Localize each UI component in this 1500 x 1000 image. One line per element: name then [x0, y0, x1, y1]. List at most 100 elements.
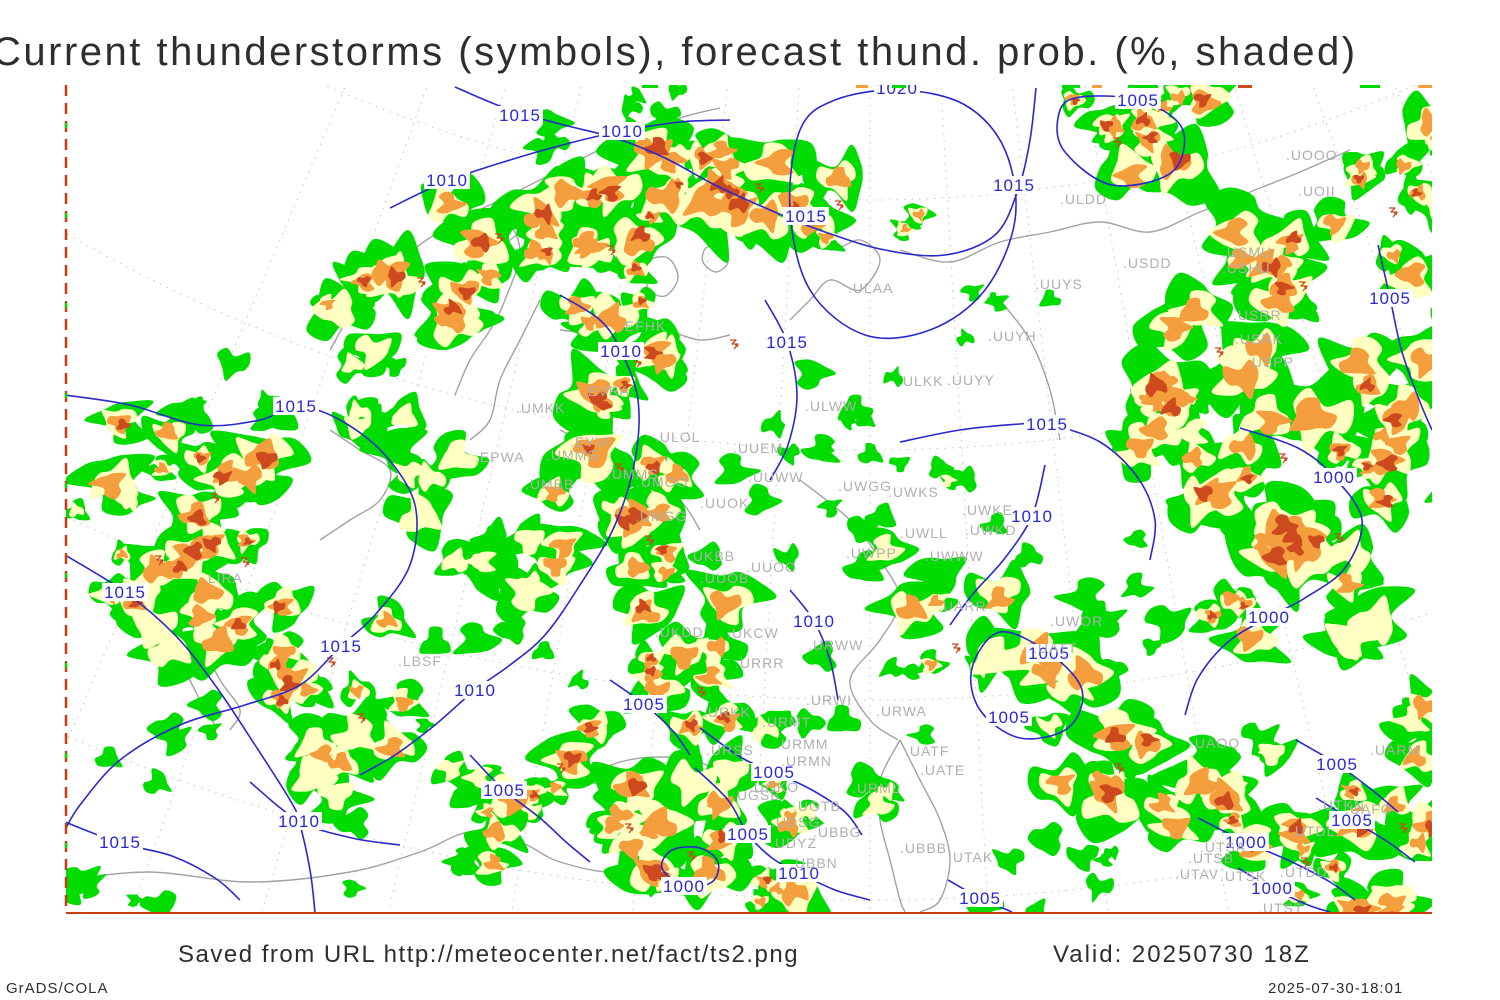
- station-label: .UMBB: [525, 476, 574, 492]
- station-label: .UUYS: [1035, 276, 1083, 292]
- station-label: .USRR: [1233, 307, 1282, 323]
- isobar-label: 1015: [766, 333, 808, 352]
- station-label: .UMMS: [607, 466, 659, 482]
- station-label: .URWI: [806, 692, 852, 708]
- isobar-label: 1010: [278, 812, 320, 831]
- map-frame: [64, 85, 1432, 914]
- grads-cola-credit: GrADS/COLA: [6, 980, 109, 997]
- station-label: .UATE: [920, 762, 965, 778]
- isobar-label: 1005: [1117, 91, 1159, 110]
- isobar-label: 1005: [1369, 289, 1411, 308]
- station-label: .UWLL: [900, 525, 948, 541]
- station-label: .UUYH: [988, 328, 1037, 344]
- station-label: .UGKO: [749, 779, 799, 795]
- station-label: .EVRA: [583, 383, 630, 399]
- isobar-label: 1000: [1248, 608, 1290, 627]
- isobar-label: 1010: [426, 171, 468, 190]
- isobar-label: 1015: [275, 397, 317, 416]
- station-label: .UWGG: [838, 478, 892, 494]
- station-label: .UATF: [905, 743, 949, 759]
- station-label: .UTAK: [948, 849, 993, 865]
- station-label: .USRK: [1235, 331, 1283, 347]
- station-label: .UUWW: [748, 469, 804, 485]
- isobar-label: 1010: [1011, 507, 1053, 526]
- isobar-label: 1005: [753, 763, 795, 782]
- station-label: .UWWW: [925, 548, 984, 564]
- isobar-label: 1015: [785, 207, 827, 226]
- isobar-label: 1010: [454, 681, 496, 700]
- isobar-label: 1005: [959, 889, 1001, 908]
- station-label: .UTKN: [1318, 797, 1365, 813]
- isobar-label: 1015: [993, 176, 1035, 195]
- station-label: .USDD: [1123, 255, 1172, 271]
- station-label: .URMN: [781, 753, 832, 769]
- station-label: .URML: [852, 780, 901, 796]
- station-label: .UWOR: [1050, 613, 1103, 629]
- station-label: .UBBG: [813, 824, 862, 840]
- station-label: .UOOO: [1286, 147, 1338, 163]
- station-label: .UTSB: [1188, 850, 1234, 866]
- isobar-label: 1000: [1313, 468, 1355, 487]
- station-label: .URWA: [876, 703, 927, 719]
- isobar-label: 1015: [320, 637, 362, 656]
- station-label: .UARM: [1370, 742, 1420, 758]
- isobar-label: 1015: [1026, 415, 1068, 434]
- isobar-label: 1005: [1316, 755, 1358, 774]
- station-label: .UUOO: [746, 559, 797, 575]
- station-label: .UTDD: [1280, 864, 1328, 880]
- station-label: .UGSB: [732, 787, 781, 803]
- station-label: .UUOB: [700, 570, 749, 586]
- isobar-label: 1010: [601, 122, 643, 141]
- station-label: .UARR: [938, 598, 987, 614]
- station-label: .UTSK: [1220, 868, 1266, 884]
- station-label: .URSS: [706, 742, 754, 758]
- station-label: .USPP: [1247, 354, 1294, 370]
- station-label: .EFHK: [620, 318, 666, 334]
- isobar-label: 1005: [483, 781, 525, 800]
- isobar-label: 1005: [727, 825, 769, 844]
- isobar-labels-layer: 1020 1005 1015 1010 1010 1015 1015 1005 1015 1010…: [97, 79, 1413, 908]
- isobar-label: 1010: [793, 612, 835, 631]
- station-label: .URMT: [762, 714, 811, 730]
- station-label: .UUEM: [733, 440, 783, 456]
- isobar-label: 1005: [988, 708, 1030, 727]
- station-label: .ULDD: [1060, 191, 1107, 207]
- isobar-label: 1005: [1028, 644, 1070, 663]
- station-label: .UAOO: [1190, 735, 1240, 751]
- isobar-label: 1020: [876, 79, 918, 98]
- isobar-label: 1010: [778, 864, 820, 883]
- station-label: .UMMG: [546, 447, 599, 463]
- station-label: .EYVI: [570, 434, 611, 450]
- station-label: .UGTB: [793, 798, 841, 814]
- station-label: .UMKK: [516, 400, 565, 416]
- isobar-label: 1000: [663, 877, 705, 896]
- station-label: .UKDD: [655, 624, 704, 640]
- station-label: .UWKD: [965, 522, 1017, 538]
- station-labels-layer: .EFHK .EVRA .EYVI .EPWA .UMKK .UMMG .UMBB .UMMS…: [203, 147, 1420, 913]
- station-label: .URKK: [703, 704, 751, 720]
- station-label: .UTAV: [1175, 866, 1219, 882]
- isobar-label: 1015: [499, 106, 541, 125]
- station-label: .USMU: [1222, 244, 1272, 260]
- isobar-label: 1005: [623, 695, 665, 714]
- station-label: .URRR: [735, 655, 784, 671]
- isobar-label: 1015: [104, 583, 146, 602]
- station-label: .UDYZ: [770, 835, 817, 851]
- isobar-label: 1000: [1251, 879, 1293, 898]
- station-label: .UUOK: [700, 495, 749, 511]
- station-label: .URWW: [808, 637, 863, 653]
- station-label: .UMOO: [636, 474, 688, 490]
- station-label: .EPWA: [475, 449, 525, 465]
- station-label: .URMM: [776, 736, 828, 752]
- station-label: .UATT: [1033, 640, 1077, 656]
- generation-timestamp: 2025-07-30-18:01: [1268, 980, 1404, 997]
- station-label: .ULWW: [805, 398, 857, 414]
- station-label: .LIRA: [203, 570, 243, 586]
- isobar-label: 1000: [1225, 833, 1267, 852]
- station-label: .UAFO: [1345, 801, 1393, 817]
- saved-from-url-caption: Saved from URL http://meteocenter.net/fa…: [178, 941, 800, 968]
- valid-time-caption: Valid: 20250730 18Z: [1053, 941, 1311, 968]
- station-label: .UMGG: [635, 508, 687, 524]
